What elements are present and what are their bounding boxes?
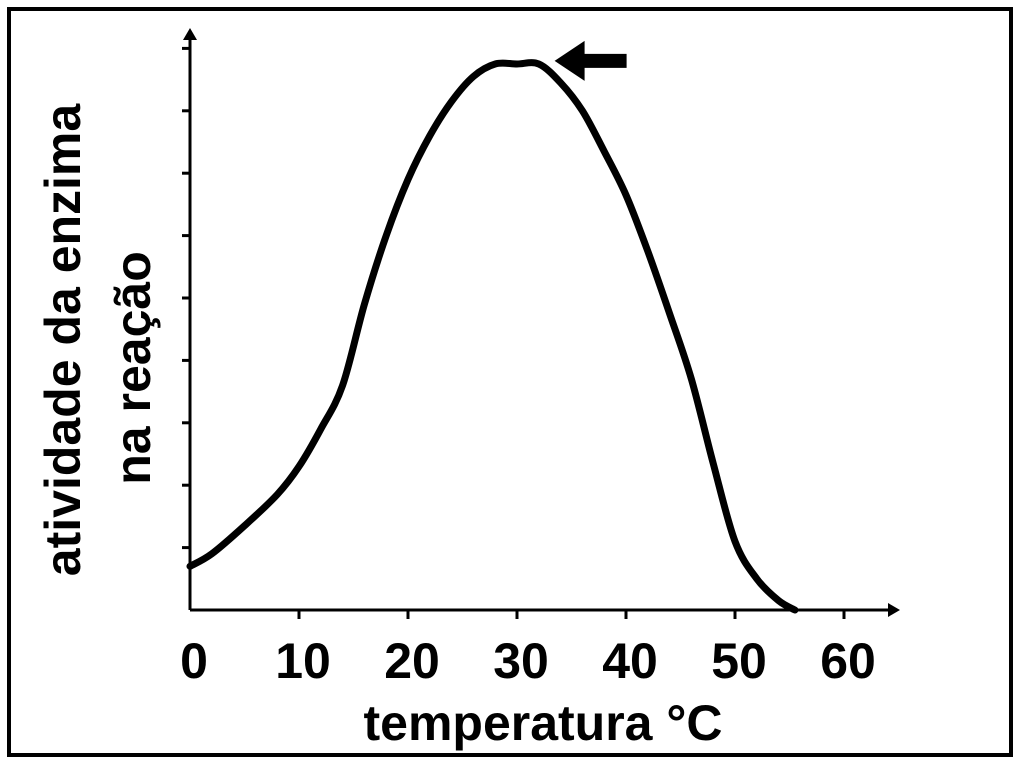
- x-tick-label-10: 10: [275, 633, 331, 689]
- x-ticks: 0 10 20 30 40 50 60: [180, 610, 876, 689]
- x-tick-label-20: 20: [384, 633, 440, 689]
- peak-arrow: [554, 40, 627, 81]
- x-tick-label-50: 50: [711, 633, 767, 689]
- x-axis-title: temperatura °C: [364, 695, 723, 751]
- y-axis-title-group-2: na reação: [105, 251, 161, 484]
- series-line-1: [186, 59, 799, 614]
- peak-arrow-shaft: [580, 53, 627, 68]
- peak-arrow-head: [554, 40, 585, 81]
- y-axis-arrowhead: [183, 28, 197, 40]
- series-group: [186, 59, 799, 614]
- x-tick-label-40: 40: [602, 633, 658, 689]
- x-tick-label-0: 0: [180, 633, 208, 689]
- annotations: [554, 40, 627, 81]
- y-axis-title-line-1: atividade da enzima: [35, 103, 91, 577]
- x-tick-label-60: 60: [820, 633, 876, 689]
- axes: [183, 28, 900, 617]
- y-axis-title-group: atividade da enzima: [35, 103, 91, 577]
- y-axis-title-line-2: na reação: [105, 251, 161, 484]
- x-axis-arrowhead: [888, 603, 900, 617]
- chart-frame: [7, 7, 1013, 757]
- y-ticks: [182, 46, 190, 550]
- x-tick-label-30: 30: [493, 633, 549, 689]
